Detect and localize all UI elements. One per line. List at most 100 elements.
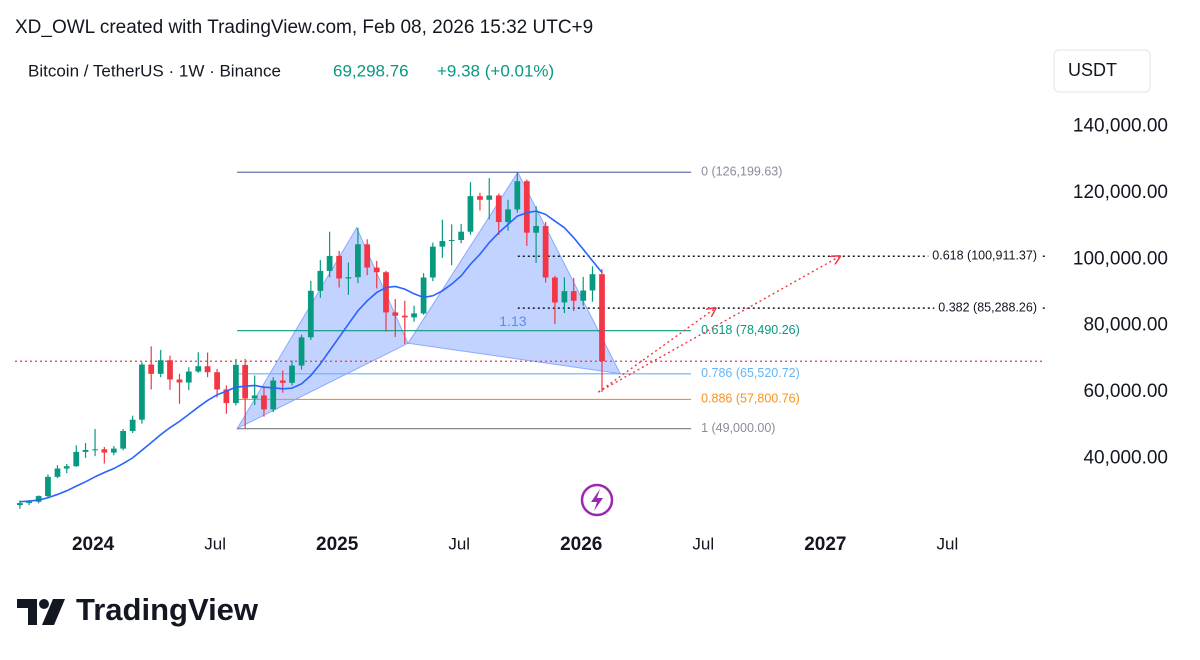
currency-label[interactable]: USDT [1068, 60, 1117, 80]
y-tick-label: 120,000.00 [1073, 182, 1168, 203]
candle-body [307, 290, 314, 338]
fib-level-label: 0.886 (57,800.76) [701, 392, 800, 406]
candle-body [289, 365, 295, 383]
fib-level-label: 0.786 (65,520.72) [701, 366, 800, 380]
candle-body [223, 389, 230, 404]
candle-body [561, 291, 568, 303]
overlay: 0 (126,199.63) 0.618 (78,490.26) 0.786 (65… [499, 165, 1041, 435]
candle-body [214, 372, 220, 390]
candle-body [35, 496, 42, 502]
candle-body [270, 380, 277, 410]
x-tick-label: 2027 [804, 534, 846, 555]
candle-body [92, 449, 98, 451]
candle-body [157, 360, 164, 374]
x-tick-label: 2024 [72, 534, 115, 555]
candle-body [458, 231, 465, 240]
fib-level-label: 0.618 (78,490.26) [701, 323, 800, 337]
candle-body [523, 181, 530, 233]
candle-body [242, 364, 249, 399]
fib-level-label: 0.618 (100,911.37) [932, 249, 1037, 263]
candle-body [17, 503, 23, 506]
legend-price: 69,298.76 [333, 61, 409, 80]
candle-body [317, 270, 324, 291]
x-tick-label: Jul [204, 534, 226, 553]
x-tick-label: Jul [937, 534, 959, 553]
candle-body [439, 240, 446, 247]
candle-body [570, 291, 577, 301]
candle-body [167, 360, 173, 380]
candle-body [411, 313, 417, 318]
fib-level-label: 0.382 (85,288.26) [938, 300, 1037, 314]
y-tick-label: 60,000.00 [1083, 381, 1168, 402]
candle-body [139, 364, 145, 420]
fib-level-label: 1 (49,000.00) [701, 421, 775, 435]
candle-body [373, 267, 380, 273]
header-text: XD_OWL created with TradingView.com, Feb… [15, 17, 593, 38]
projection-arrow [597, 308, 715, 393]
fib-label-background [934, 299, 1041, 316]
candle-body [420, 277, 427, 314]
candle-body [204, 366, 211, 373]
candle-body [495, 195, 502, 223]
fib-level-label: 0 (126,199.63) [701, 165, 782, 179]
candle-body [261, 395, 267, 410]
candle-body [279, 380, 286, 383]
candle-body [45, 476, 51, 497]
plot-area [15, 171, 1045, 509]
candle-body [195, 366, 202, 372]
candle-body [120, 430, 127, 449]
currency-box[interactable] [1053, 49, 1151, 93]
candle-body [533, 226, 539, 233]
candle-body [401, 315, 408, 318]
candle-body [448, 239, 455, 241]
moving-average-line [19, 210, 603, 503]
candle-body [429, 246, 436, 278]
candle-body [589, 274, 596, 291]
candle-body [467, 196, 474, 232]
y-tick-label: 140,000.00 [1073, 115, 1168, 136]
y-tick-label: 80,000.00 [1083, 315, 1168, 336]
candle-body [336, 255, 343, 279]
fib-label-background [928, 247, 1041, 264]
candle-body [101, 449, 108, 453]
candle-body [514, 181, 521, 210]
x-tick-label: Jul [692, 534, 714, 553]
candle-body [552, 277, 558, 303]
harmonic-pattern [235, 226, 409, 430]
candle-body [505, 209, 511, 223]
candle-body [580, 290, 587, 301]
candle-body [73, 451, 80, 467]
footer-brand: TradingView [76, 592, 259, 627]
candle-body [298, 337, 305, 366]
candle-body [345, 277, 352, 279]
x-tick-label: Jul [448, 534, 470, 553]
candle-body [251, 395, 258, 399]
candle-body [392, 312, 399, 316]
candle-body [148, 364, 155, 374]
candle-body [26, 501, 33, 504]
candle-body [599, 274, 605, 362]
annotation: 1.13 [499, 313, 526, 329]
candle-body [364, 244, 371, 268]
x-tick-label: 2026 [560, 534, 602, 555]
projection-arrow [597, 256, 840, 393]
candle-body [355, 244, 361, 278]
y-tick-label: 40,000.00 [1083, 448, 1168, 469]
signal-icon[interactable] [580, 483, 614, 517]
candle-body [129, 419, 136, 431]
harmonic-pattern [407, 171, 622, 375]
candle-body [486, 195, 493, 200]
candle-body [110, 448, 117, 453]
candle-body [63, 466, 70, 469]
candle-body [477, 196, 483, 200]
candle-body [54, 468, 61, 477]
candle-body [185, 371, 192, 383]
candle-body [82, 449, 89, 452]
candle-body [176, 379, 183, 383]
legend-change: +9.38 (+0.01%) [437, 61, 554, 80]
x-tick-label: 2025 [316, 534, 359, 555]
candle-body [233, 364, 239, 404]
y-tick-label: 100,000.00 [1073, 248, 1168, 269]
